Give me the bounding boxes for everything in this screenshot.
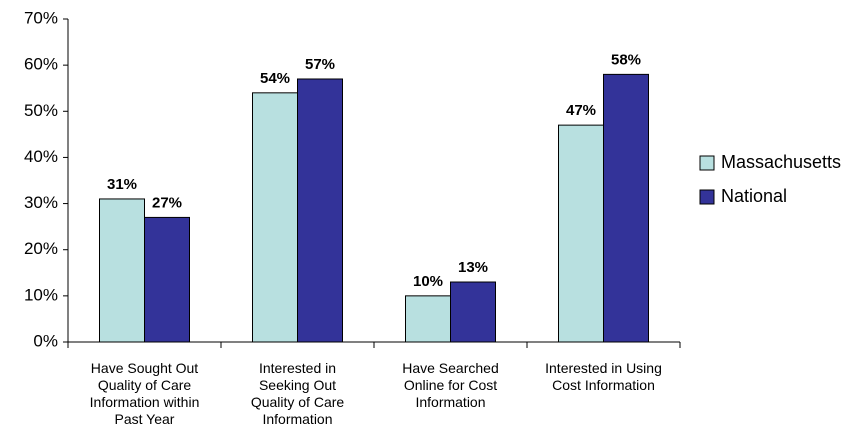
y-tick-label: 30% bbox=[24, 193, 58, 212]
bar bbox=[558, 124, 604, 343]
y-tick-label: 20% bbox=[24, 239, 58, 258]
y-tick-label: 10% bbox=[24, 285, 58, 304]
legend-swatch bbox=[699, 155, 715, 171]
y-tick-label: 40% bbox=[24, 147, 58, 166]
x-tick-label: Interested in Seeking Out Quality of Care I… bbox=[251, 360, 345, 427]
bar bbox=[99, 198, 145, 343]
value-label: 54% bbox=[260, 70, 290, 87]
x-tick-label: Have Searched Online for Cost Information bbox=[402, 360, 499, 410]
value-label: 47% bbox=[566, 102, 596, 119]
value-label: 13% bbox=[458, 259, 488, 276]
value-label: 57% bbox=[305, 56, 335, 73]
bar bbox=[144, 216, 190, 343]
bar bbox=[603, 73, 649, 343]
y-tick-label: 50% bbox=[24, 101, 58, 120]
x-tick-label: Have Sought Out Quality of Care Informatio… bbox=[90, 360, 200, 427]
bar bbox=[252, 92, 298, 343]
value-label: 10% bbox=[413, 273, 443, 290]
legend-label: National bbox=[721, 186, 787, 206]
x-tick-label: Interested in Using Cost Information bbox=[545, 360, 662, 393]
value-label: 27% bbox=[152, 194, 182, 211]
legend-label: Massachusetts bbox=[721, 152, 841, 172]
value-label: 58% bbox=[611, 51, 641, 68]
bar bbox=[297, 78, 343, 343]
y-tick-label: 70% bbox=[24, 8, 58, 27]
y-tick-label: 0% bbox=[33, 331, 58, 350]
bar bbox=[450, 281, 496, 343]
legend-swatch bbox=[699, 189, 715, 205]
bar bbox=[405, 295, 451, 343]
value-label: 31% bbox=[107, 176, 137, 193]
y-tick-label: 60% bbox=[24, 55, 58, 74]
